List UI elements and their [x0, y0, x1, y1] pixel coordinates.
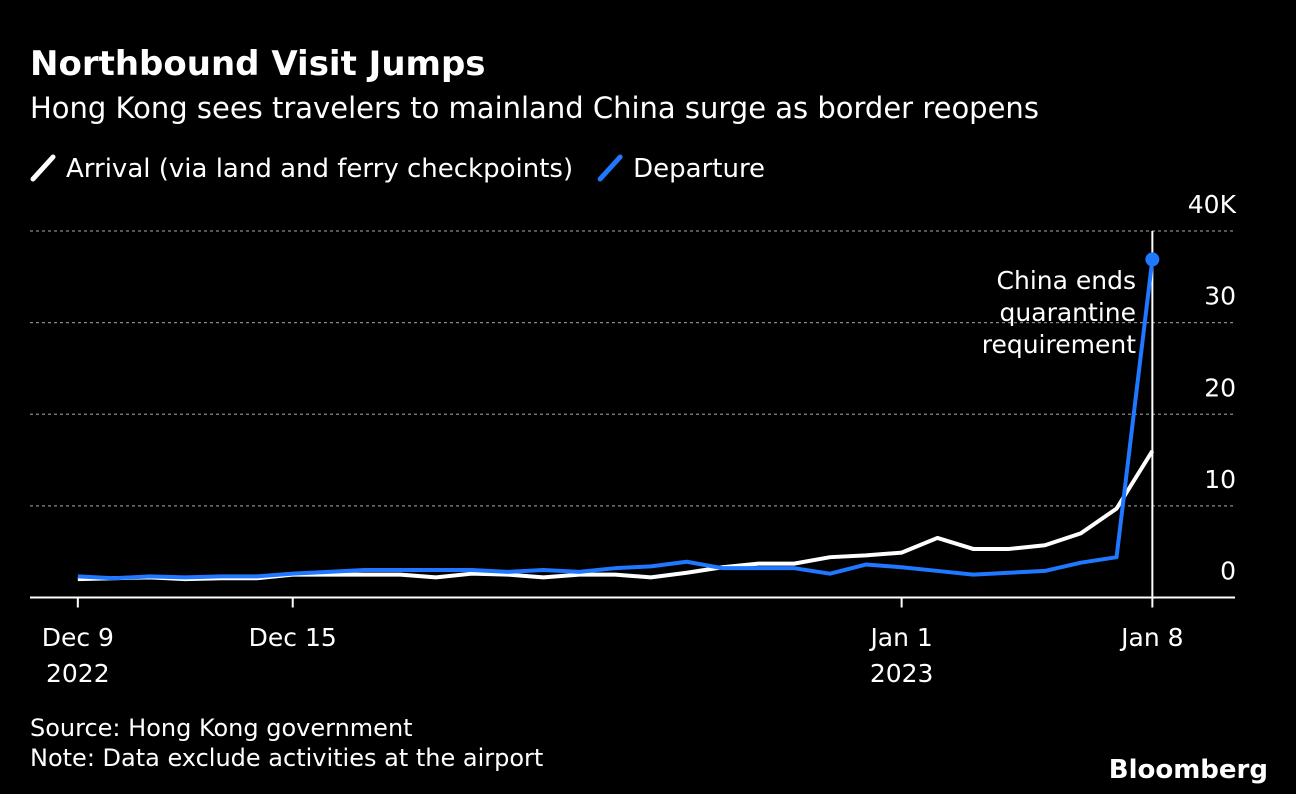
chart-subtitle: Hong Kong sees travelers to mainland Chi… [30, 91, 1039, 125]
annotation: China ends [997, 266, 1136, 295]
note: Note: Data exclude activities at the air… [30, 744, 543, 772]
legend-swatch [30, 154, 56, 182]
source: Source: Hong Kong government [30, 714, 413, 742]
legend-label: Arrival (via land and ferry checkpoints) [66, 154, 573, 184]
y-tick-label: 10 [1204, 465, 1236, 494]
annotation: quarantine [1000, 298, 1136, 327]
x-tick-label: Dec 9 [42, 623, 114, 652]
y-tick-label: 0 [1220, 557, 1236, 586]
x-tick-label: Jan 8 [1119, 623, 1183, 652]
y-tick-label: 20 [1204, 373, 1236, 402]
x-tick-label: Dec 15 [249, 623, 337, 652]
brand: Bloomberg [1109, 755, 1268, 785]
x-tick-label: 2022 [46, 659, 110, 688]
annotation: requirement [982, 330, 1136, 359]
y-tick-label: 30 [1204, 282, 1236, 311]
series-line [77, 259, 1155, 581]
legend-swatch [597, 154, 623, 182]
end-dot [1145, 252, 1160, 267]
y-tick-label: 40K [1188, 190, 1237, 219]
x-tick-label: Jan 1 [868, 623, 932, 652]
chart-title: Northbound Visit Jumps [30, 44, 486, 84]
legend-label: Departure [633, 154, 765, 184]
series-line [77, 449, 1155, 582]
x-tick-label: 2023 [870, 659, 934, 688]
